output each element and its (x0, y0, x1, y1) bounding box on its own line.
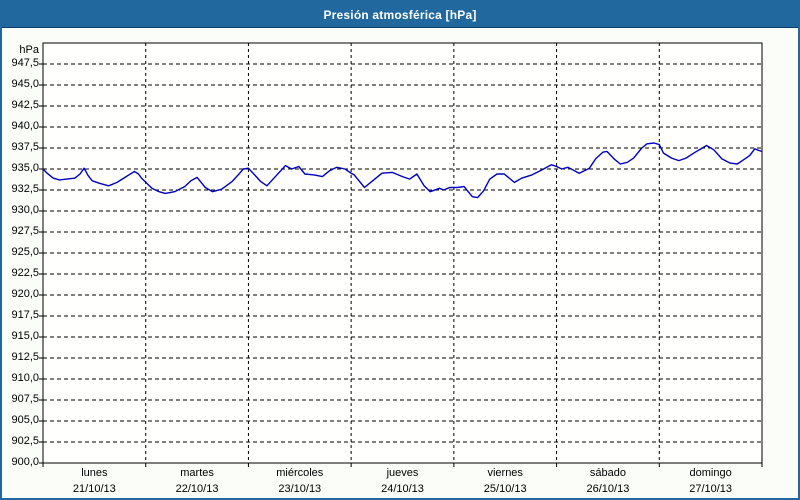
x-date-label: 26/10/13 (586, 483, 630, 495)
y-tick-label: 925,0 (11, 246, 39, 258)
window-title: Presión atmosférica [hPa] (323, 7, 477, 22)
x-day-label: lunes (81, 467, 108, 479)
x-day-label: miércoles (276, 467, 324, 479)
y-axis-unit-label: hPa (19, 44, 39, 56)
y-tick-label: 922,5 (11, 267, 39, 279)
y-tick-label: 947,5 (11, 57, 39, 69)
y-tick-label: 927,5 (11, 225, 39, 237)
y-tick-label: 905,0 (11, 414, 39, 426)
x-date-label: 27/10/13 (689, 483, 733, 495)
x-day-label: martes (180, 467, 214, 479)
x-date-label: 21/10/13 (72, 483, 116, 495)
y-tick-label: 930,0 (11, 204, 39, 216)
y-tick-label: 920,0 (11, 288, 39, 300)
y-tick-label: 935,0 (11, 162, 39, 174)
y-tick-label: 940,0 (11, 120, 39, 132)
y-tick-label: 907,5 (11, 393, 39, 405)
x-date-label: 24/10/13 (381, 483, 424, 495)
x-date-label: 23/10/13 (278, 483, 322, 495)
y-tick-label: 932,5 (11, 183, 39, 195)
y-tick-label: 902,5 (11, 435, 39, 447)
x-day-label: viernes (487, 467, 523, 479)
y-tick-label: 917,5 (11, 309, 39, 321)
x-day-label: domingo (689, 467, 732, 479)
y-tick-label: 900,0 (11, 456, 39, 468)
y-tick-label: 915,0 (11, 330, 39, 342)
y-tick-label: 910,0 (11, 372, 39, 384)
y-tick-label: 945,0 (11, 78, 39, 90)
x-date-label: 22/10/13 (175, 483, 219, 495)
x-day-label: jueves (386, 467, 419, 479)
x-day-label: sábado (589, 467, 626, 479)
y-tick-label: 937,5 (11, 141, 39, 153)
y-tick-label: 912,5 (11, 351, 39, 363)
title-bar: Presión atmosférica [hPa] (2, 2, 798, 28)
y-tick-label: 942,5 (11, 99, 39, 111)
pressure-series-line (42, 142, 763, 199)
x-date-label: 25/10/13 (483, 483, 527, 495)
